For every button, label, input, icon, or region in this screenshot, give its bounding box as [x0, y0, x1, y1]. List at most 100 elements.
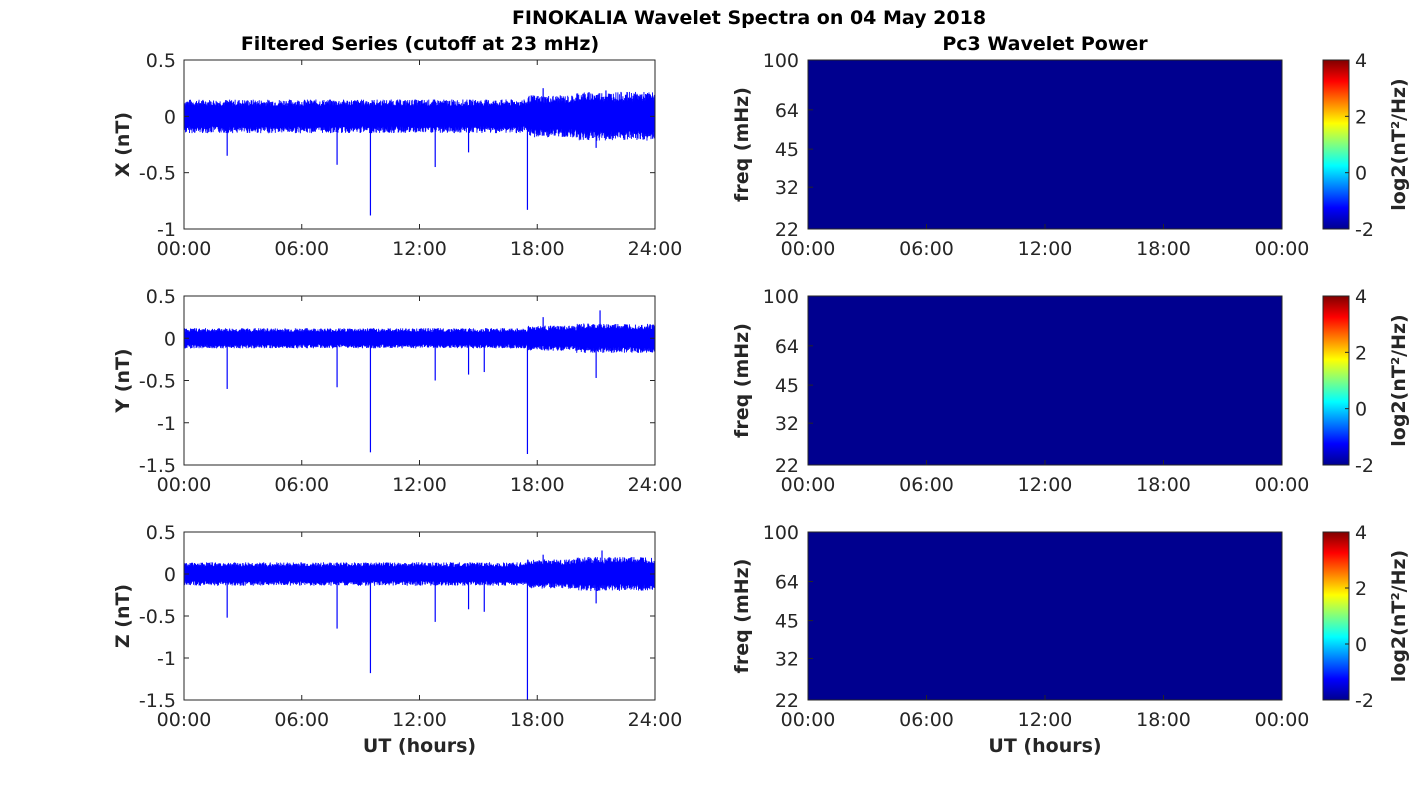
x-tick-label: 24:00: [628, 238, 683, 260]
colorbar-label: log2(nT²/Hz): [1388, 550, 1410, 682]
y-tick-label: 0: [164, 106, 176, 128]
colorbar-label: log2(nT²/Hz): [1388, 78, 1410, 210]
y-tick-label: 22: [775, 455, 799, 477]
axes-box: [183, 295, 656, 466]
colorbar: [1322, 295, 1350, 466]
y-tick-label: -0.5: [139, 371, 176, 393]
x-tick-label: 06:00: [899, 238, 954, 260]
spectrum-heatmap: [808, 296, 1282, 465]
series-panel-y: 00:00 06:00 12:00 18:00 24:00 0.5 0 -0.5 -1 -1.5 Y…: [112, 286, 682, 496]
y-axis-label: Y (nT): [112, 348, 134, 413]
spectrum-heatmap: [808, 532, 1282, 700]
x-tick-label: 18:00: [510, 709, 565, 731]
x-tick-label: 06:00: [274, 474, 329, 496]
x-tick-label: 18:00: [510, 238, 565, 260]
spectrum-panel-y: 00:00 06:00 12:00 18:00 00:00 100 64 45 32 22 freq…: [731, 286, 1410, 496]
y-tick-label: 22: [775, 219, 799, 241]
y-tick-label: -1.5: [139, 455, 176, 477]
x-tick-label: 18:00: [1136, 238, 1191, 260]
x-tick-label: 12:00: [392, 474, 447, 496]
x-tick-label: 24:00: [628, 474, 683, 496]
x-tick-label: 12:00: [1018, 238, 1073, 260]
colorbar-tick-label: -2: [1355, 219, 1374, 241]
series-panel-z: 00:00 06:00 12:00 18:00 24:00 0.5 0 -0.5 -1 -1.5 Z…: [112, 522, 682, 757]
y-axis-label: X (nT): [112, 112, 134, 177]
y-tick-label: 22: [775, 690, 799, 712]
x-tick-label: 00:00: [157, 709, 212, 731]
colorbar-label: log2(nT²/Hz): [1388, 314, 1410, 446]
y-axis-label: freq (mHz): [731, 323, 753, 438]
x-tick-label: 00:00: [1255, 474, 1310, 496]
y-tick-label: -0.5: [139, 606, 176, 628]
x-axis-label: UT (hours): [363, 735, 476, 757]
spectrum-heatmap: [808, 60, 1282, 229]
y-tick-label: -1.5: [139, 690, 176, 712]
y-tick-label: 64: [775, 572, 799, 594]
x-tick-label: 12:00: [392, 709, 447, 731]
x-tick-label: 18:00: [1136, 474, 1191, 496]
x-tick-label: 00:00: [1255, 238, 1310, 260]
x-tick-label: 06:00: [274, 709, 329, 731]
y-tick-label: 45: [775, 139, 799, 161]
x-tick-label: 06:00: [899, 474, 954, 496]
y-axis-label: freq (mHz): [731, 87, 753, 202]
y-tick-label: 32: [775, 413, 799, 435]
right-column-title: Pc3 Wavelet Power: [942, 33, 1148, 55]
colorbar-tick-label: 0: [1355, 634, 1367, 656]
x-tick-label: 12:00: [392, 238, 447, 260]
y-tick-label: 100: [763, 50, 799, 72]
colorbar-tick-label: 0: [1355, 399, 1367, 421]
axes-box: [183, 59, 656, 230]
colorbar-tick-label: 4: [1355, 286, 1367, 308]
y-tick-label: 0.5: [146, 286, 176, 308]
y-axis-label: Z (nT): [112, 584, 134, 648]
x-tick-label: 00:00: [781, 709, 836, 731]
colorbar-tick-label: -2: [1355, 455, 1374, 477]
y-tick-label: 0.5: [146, 50, 176, 72]
axes-box: [183, 531, 656, 701]
y-tick-label: 0.5: [146, 522, 176, 544]
y-tick-label: 64: [775, 336, 799, 358]
y-tick-label: 100: [763, 522, 799, 544]
y-tick-label: 0: [164, 564, 176, 586]
y-tick-label: -1: [157, 413, 176, 435]
y-tick-label: 32: [775, 177, 799, 199]
y-tick-label: -1: [157, 648, 176, 670]
x-tick-label: 24:00: [628, 709, 683, 731]
colorbar-tick-label: 0: [1355, 163, 1367, 185]
y-tick-label: 64: [775, 100, 799, 122]
x-tick-label: 00:00: [157, 474, 212, 496]
left-column-title: Filtered Series (cutoff at 23 mHz): [241, 33, 599, 55]
series-panel-x: 00:00 06:00 12:00 18:00 24:00 0.5 0 -0.5 -1 X (nT…: [112, 50, 682, 260]
y-tick-label: 45: [775, 375, 799, 397]
colorbar: [1322, 59, 1350, 230]
y-tick-label: 100: [763, 286, 799, 308]
colorbar-tick-label: 2: [1355, 578, 1367, 600]
colorbar: [1322, 531, 1350, 701]
x-tick-label: 18:00: [510, 474, 565, 496]
x-tick-label: 00:00: [1255, 709, 1310, 731]
x-tick-label: 00:00: [781, 238, 836, 260]
series-line-y: [183, 323, 656, 353]
x-tick-label: 00:00: [157, 238, 212, 260]
x-tick-label: 18:00: [1136, 709, 1191, 731]
y-tick-label: 0: [164, 328, 176, 350]
colorbar-tick-label: 4: [1355, 522, 1367, 544]
y-tick-label: -0.5: [139, 163, 176, 185]
y-tick-label: 45: [775, 611, 799, 633]
y-tick-label: -1: [157, 219, 176, 241]
y-axis-label: freq (mHz): [731, 559, 753, 674]
colorbar-tick-label: 4: [1355, 50, 1367, 72]
x-tick-label: 12:00: [1018, 474, 1073, 496]
spectrum-panel-z: 00:00 06:00 12:00 18:00 00:00 100 64 45 32 22 freq…: [731, 522, 1410, 757]
series-line-z: [183, 557, 656, 592]
x-tick-label: 00:00: [781, 474, 836, 496]
x-axis-label: UT (hours): [988, 735, 1101, 757]
colorbar-tick-label: 2: [1355, 342, 1367, 364]
figure-title: FINOKALIA Wavelet Spectra on 04 May 2018: [512, 7, 986, 29]
x-tick-label: 12:00: [1018, 709, 1073, 731]
colorbar-tick-label: -2: [1355, 690, 1374, 712]
spectrum-panel-x: 00:00 06:00 12:00 18:00 00:00 100 64 45 32 22 freq…: [731, 50, 1410, 260]
colorbar-tick-label: 2: [1355, 106, 1367, 128]
